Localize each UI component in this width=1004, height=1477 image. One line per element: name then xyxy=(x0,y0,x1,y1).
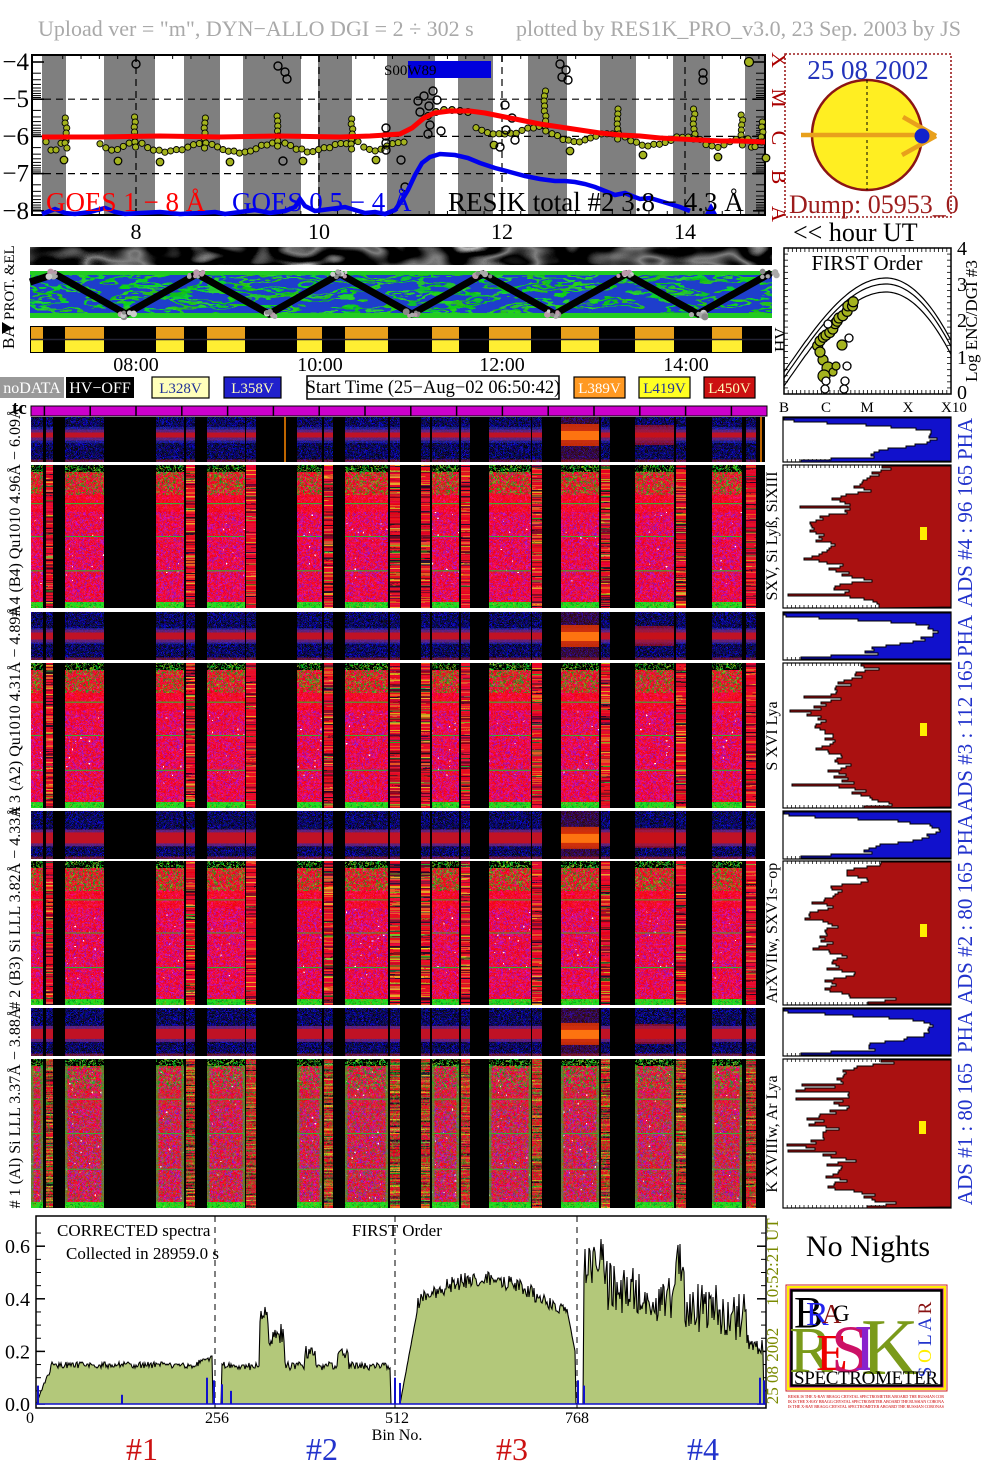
svg-text:14: 14 xyxy=(674,219,696,244)
svg-text:L389V: L389V xyxy=(578,381,621,397)
svg-text:12:00: 12:00 xyxy=(479,354,525,376)
svg-text:GOES 1 − 8 Å: GOES 1 − 8 Å xyxy=(46,187,206,217)
svg-text:X: X xyxy=(903,400,914,416)
svg-text:10:00: 10:00 xyxy=(297,354,343,376)
svg-text:# 3 (A2) Qu1010 4.31Å − 4.89Å: # 3 (A2) Qu1010 4.31Å − 4.89Å xyxy=(6,605,24,815)
svg-text:25 08 2002: 25 08 2002 xyxy=(763,1328,782,1405)
svg-text:#1: #1 xyxy=(126,1431,158,1467)
svg-text:L419V: L419V xyxy=(643,381,686,397)
svg-text:0: 0 xyxy=(26,1410,34,1427)
svg-text:O: O xyxy=(915,1349,936,1363)
svg-text:PHA: PHA xyxy=(953,813,977,856)
svg-text:#4: #4 xyxy=(687,1431,719,1467)
svg-text:B: B xyxy=(794,1288,823,1337)
svg-text:A: A xyxy=(822,1299,842,1329)
svg-text:RESIK total #2 3.8 − 4.3 Å: RESIK total #2 3.8 − 4.3 Å xyxy=(448,187,744,217)
svg-text:K: K xyxy=(861,1304,919,1392)
svg-text:CORRECTED spectra: CORRECTED spectra xyxy=(57,1221,211,1240)
svg-text:2: 2 xyxy=(957,310,967,332)
svg-text:M: M xyxy=(860,400,873,416)
svg-text:512: 512 xyxy=(385,1410,409,1427)
svg-text:B: B xyxy=(779,400,789,416)
svg-text:12: 12 xyxy=(491,219,513,244)
svg-text:Upload ver = "m", DYN−ALLO DGI: Upload ver = "m", DYN−ALLO DGI = 2 ÷ 302… xyxy=(38,16,474,41)
svg-text:X10: X10 xyxy=(941,400,967,416)
svg-text:0.2: 0.2 xyxy=(5,1341,30,1363)
svg-text:−7: −7 xyxy=(2,161,29,188)
svg-text:C: C xyxy=(821,400,831,416)
svg-text:L358V: L358V xyxy=(231,381,274,397)
svg-text:HV−OFF: HV−OFF xyxy=(69,380,131,397)
svg-text:4: 4 xyxy=(957,238,967,260)
svg-text:PHA: PHA xyxy=(953,614,977,657)
svg-text:E: E xyxy=(816,1325,848,1382)
svg-text:R: R xyxy=(806,1296,829,1333)
svg-text:Collected in 28959.0 s: Collected in 28959.0 s xyxy=(66,1244,219,1263)
svg-text:−4: −4 xyxy=(2,49,29,76)
svg-text:R: R xyxy=(789,1314,833,1387)
svg-text:L328V: L328V xyxy=(159,381,202,397)
svg-text:PHA: PHA xyxy=(953,417,977,460)
svg-text:768: 768 xyxy=(565,1410,589,1427)
svg-text:G: G xyxy=(833,1301,850,1326)
svg-text:ADS #1 : 80 165: ADS #1 : 80 165 xyxy=(953,1063,977,1205)
svg-text:256: 256 xyxy=(205,1410,229,1427)
svg-text:10: 10 xyxy=(308,219,330,244)
svg-text:No Nights: No Nights xyxy=(806,1230,930,1263)
svg-text:tc: tc xyxy=(12,398,27,419)
svg-text:ADS #2 : 80 165: ADS #2 : 80 165 xyxy=(953,862,977,1004)
svg-text:GOES 0.5 − 4 Å: GOES 0.5 − 4 Å xyxy=(232,187,412,217)
svg-text:10:52:21 UT: 10:52:21 UT xyxy=(763,1218,782,1306)
svg-text:S XVI Lya: S XVI Lya xyxy=(764,701,781,770)
svg-text:Bin No.: Bin No. xyxy=(372,1427,423,1444)
svg-text:−5: −5 xyxy=(2,86,29,113)
svg-text:ArXVIIw, SXV1s−op: ArXVIIw, SXV1s−op xyxy=(764,863,781,1003)
svg-text:# 2 (B3) Si LLL 3.82Å − 4.33Å: # 2 (B3) Si LLL 3.82Å − 4.33Å xyxy=(6,806,24,1010)
svg-text:Start Time (25−Aug−02 06:50:42: Start Time (25−Aug−02 06:50:42) xyxy=(306,378,561,398)
svg-text:# 4 (B4) Qu1010 4.96Å − 6.09Å: # 4 (B4) Qu1010 4.96Å − 6.09Å xyxy=(6,407,24,616)
svg-text:R: R xyxy=(915,1301,936,1314)
svg-text:ADS #4 : 96 165: ADS #4 : 96 165 xyxy=(953,465,977,607)
svg-text:#2: #2 xyxy=(306,1431,338,1467)
svg-text:FIRST Order: FIRST Order xyxy=(352,1221,442,1240)
svg-text:plotted by RES1K_PRO_v3.0, 23: plotted by RES1K_PRO_v3.0, 23 Sep. 2003 … xyxy=(516,16,961,41)
svg-text:SPECTROMETER: SPECTROMETER xyxy=(794,1368,938,1389)
svg-text:K XVIIIw, Ar Lya: K XVIIIw, Ar Lya xyxy=(764,1075,781,1192)
svg-text:Log ENC/DGI #3: Log ENC/DGI #3 xyxy=(962,260,981,382)
svg-text:L450V: L450V xyxy=(708,381,751,397)
svg-text:<< hour UT: << hour UT xyxy=(793,218,918,247)
svg-text:S00W89: S00W89 xyxy=(384,63,437,79)
svg-text:# 1 (Al) Si LLL 3.37Å − 3.88Å: # 1 (Al) Si LLL 3.37Å − 3.88Å xyxy=(6,1007,24,1208)
svg-text:0.0: 0.0 xyxy=(5,1394,30,1416)
svg-text:A: A xyxy=(915,1317,936,1331)
svg-text:1: 1 xyxy=(957,347,967,369)
svg-text:IS THE X-RAY BRAGG CRYSTAL SPE: IS THE X-RAY BRAGG CRYSTAL SPECTROMETER … xyxy=(788,1404,945,1409)
svg-text:0: 0 xyxy=(957,382,967,404)
svg-text:S: S xyxy=(831,1311,869,1387)
svg-text:#3: #3 xyxy=(496,1431,528,1467)
svg-text:ADS #3 : 112 165: ADS #3 : 112 165 xyxy=(953,660,977,812)
svg-text:PROT. &EL: PROT. &EL xyxy=(2,245,18,320)
svg-text:−6: −6 xyxy=(2,123,29,150)
svg-text:RESIK IS THE X-RAY BRAGG CRYST: RESIK IS THE X-RAY BRAGG CRYSTAL SPECTRO… xyxy=(788,1394,944,1399)
svg-text:L: L xyxy=(915,1334,936,1346)
svg-text:0.6: 0.6 xyxy=(5,1236,30,1258)
svg-text:S: S xyxy=(915,1367,936,1378)
svg-text:Dump: 05953_0: Dump: 05953_0 xyxy=(789,190,959,219)
svg-text:PHA: PHA xyxy=(953,1010,977,1053)
svg-text:−8: −8 xyxy=(2,198,29,225)
svg-text:SXV, Si Lyß, SiXIII: SXV, Si Lyß, SiXIII xyxy=(764,471,781,600)
svg-text:IK IS THE X-RAY BRAGG CRYSTAL: IK IS THE X-RAY BRAGG CRYSTAL SPECTROMET… xyxy=(788,1399,944,1404)
svg-text:noDATA: noDATA xyxy=(3,380,61,397)
svg-text:08:00: 08:00 xyxy=(113,354,159,376)
svg-text:0.4: 0.4 xyxy=(5,1289,30,1311)
svg-text:14:00: 14:00 xyxy=(663,354,709,376)
svg-text:I: I xyxy=(854,1312,876,1385)
svg-text:FIRST Order: FIRST Order xyxy=(811,251,922,275)
svg-text:8: 8 xyxy=(131,219,142,244)
svg-text:3: 3 xyxy=(957,274,967,296)
